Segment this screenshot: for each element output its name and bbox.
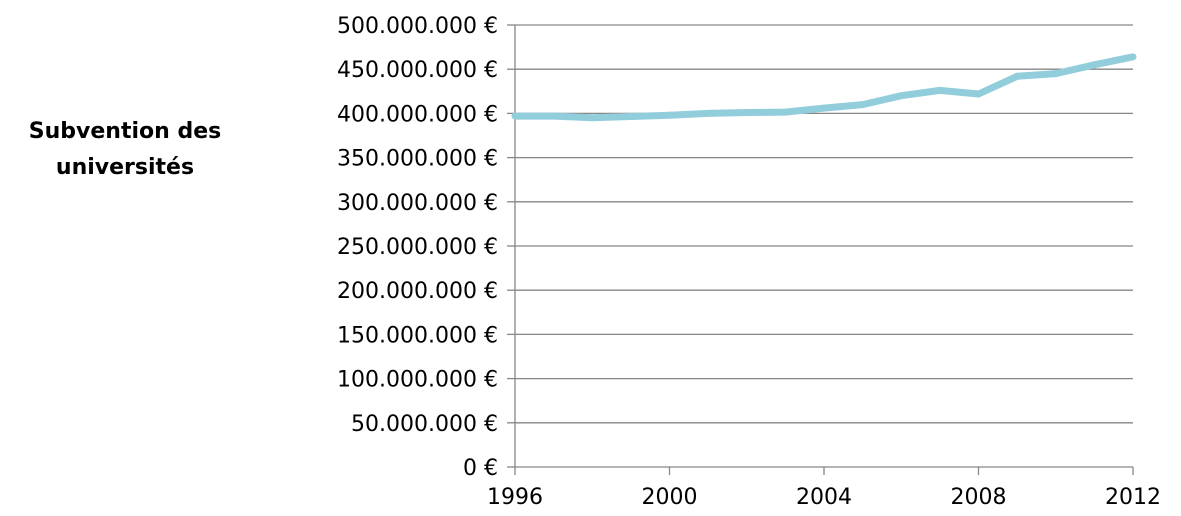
data-point (550, 112, 558, 120)
data-point (743, 109, 751, 117)
data-point (666, 111, 673, 119)
x-tick-label: 2008 (951, 485, 1007, 510)
x-tick-label: 2012 (1105, 485, 1161, 510)
y-tick-label: 300.000.000 € (337, 191, 498, 216)
data-point (820, 104, 828, 112)
data-point (859, 101, 867, 109)
data-point (781, 108, 789, 116)
data-point (1052, 70, 1060, 78)
data-point (1129, 53, 1137, 61)
y-tick-label: 200.000.000 € (337, 279, 498, 304)
data-point (704, 109, 712, 117)
x-tick-label: 1996 (487, 485, 543, 510)
data-point (1013, 72, 1021, 80)
y-axis-label-line-1: Subvention des (29, 119, 221, 144)
y-tick-label: 250.000.000 € (337, 235, 498, 260)
data-point (897, 92, 905, 100)
data-point (975, 90, 982, 98)
y-tick-label: 150.000.000 € (337, 323, 498, 348)
y-tick-label: 500.000.000 € (337, 14, 498, 39)
tick-labels: 0 € 50.000.000 € 100.000.000 € 150.000.000 … (337, 14, 1161, 510)
x-tick-label: 2004 (796, 485, 852, 510)
y-tick-label: 0 € (463, 456, 498, 481)
data-point (1090, 61, 1098, 69)
y-tick-label: 100.000.000 € (337, 368, 498, 393)
y-axis-label-line-2: universités (56, 155, 194, 180)
y-tick-label: 400.000.000 € (337, 102, 498, 127)
gridlines (515, 24, 1133, 424)
y-tick-label: 350.000.000 € (337, 147, 498, 172)
data-point (511, 112, 519, 120)
y-tick-label: 450.000.000 € (337, 58, 498, 83)
data-point (936, 86, 944, 94)
data-point (588, 114, 596, 122)
data-point (627, 112, 635, 120)
axes (507, 24, 1134, 475)
x-tick-label: 2000 (642, 485, 698, 510)
series-layer (511, 53, 1137, 122)
y-tick-label: 50.000.000 € (351, 412, 498, 437)
